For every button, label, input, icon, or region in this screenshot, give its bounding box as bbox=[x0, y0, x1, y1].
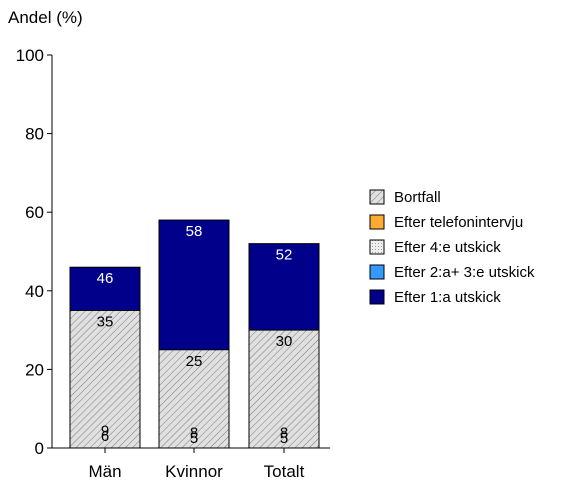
legend-label: Bortfall bbox=[394, 189, 441, 206]
legend: Bortfall Efter telefonintervju Efter 4:e u… bbox=[369, 189, 535, 306]
legend-swatch bbox=[369, 189, 385, 205]
legend-label: Efter 2:a+ 3:e utskick bbox=[394, 264, 535, 281]
value-label: 8 bbox=[280, 424, 288, 441]
value-label: 35 bbox=[97, 313, 114, 330]
bar-segment bbox=[158, 349, 230, 449]
value-label: 52 bbox=[276, 247, 293, 264]
y-tick-label: 100 bbox=[16, 46, 44, 65]
y-axis-title: Andel (%) bbox=[8, 8, 83, 27]
value-label: 58 bbox=[186, 223, 203, 240]
legend-label: Efter 4:e utskick bbox=[394, 239, 501, 256]
value-label: 46 bbox=[97, 270, 114, 287]
legend-swatch bbox=[369, 289, 385, 305]
y-tick-label: 80 bbox=[25, 125, 44, 144]
x-tick-label: Totalt bbox=[264, 462, 305, 481]
legend-label: Efter telefonintervju bbox=[394, 214, 523, 231]
legend-swatch bbox=[369, 239, 385, 255]
value-label: 30 bbox=[276, 333, 293, 350]
bar-segment bbox=[69, 309, 141, 449]
value-label: 5 bbox=[190, 430, 198, 447]
y-tick-label: 20 bbox=[25, 360, 44, 379]
value-label: 6 bbox=[101, 428, 109, 445]
value-label: 9 bbox=[101, 422, 109, 439]
legend-swatch bbox=[369, 214, 385, 230]
y-tick-label: 40 bbox=[25, 282, 44, 301]
bar-segment bbox=[248, 329, 320, 449]
bars-group bbox=[69, 219, 320, 449]
axes-group: 0 20 40 60 80 100 Män Kvinnor Totalt bbox=[16, 46, 330, 481]
x-tick-label: Män bbox=[88, 462, 121, 481]
value-label: 8 bbox=[190, 424, 198, 441]
y-tick-label: 60 bbox=[25, 203, 44, 222]
value-label: 25 bbox=[186, 353, 203, 370]
legend-swatch bbox=[369, 264, 385, 280]
legend-label: Efter 1:a utskick bbox=[394, 289, 501, 306]
y-tick-label: 0 bbox=[35, 439, 44, 458]
value-label: 5 bbox=[280, 430, 288, 447]
x-tick-label: Kvinnor bbox=[165, 462, 223, 481]
